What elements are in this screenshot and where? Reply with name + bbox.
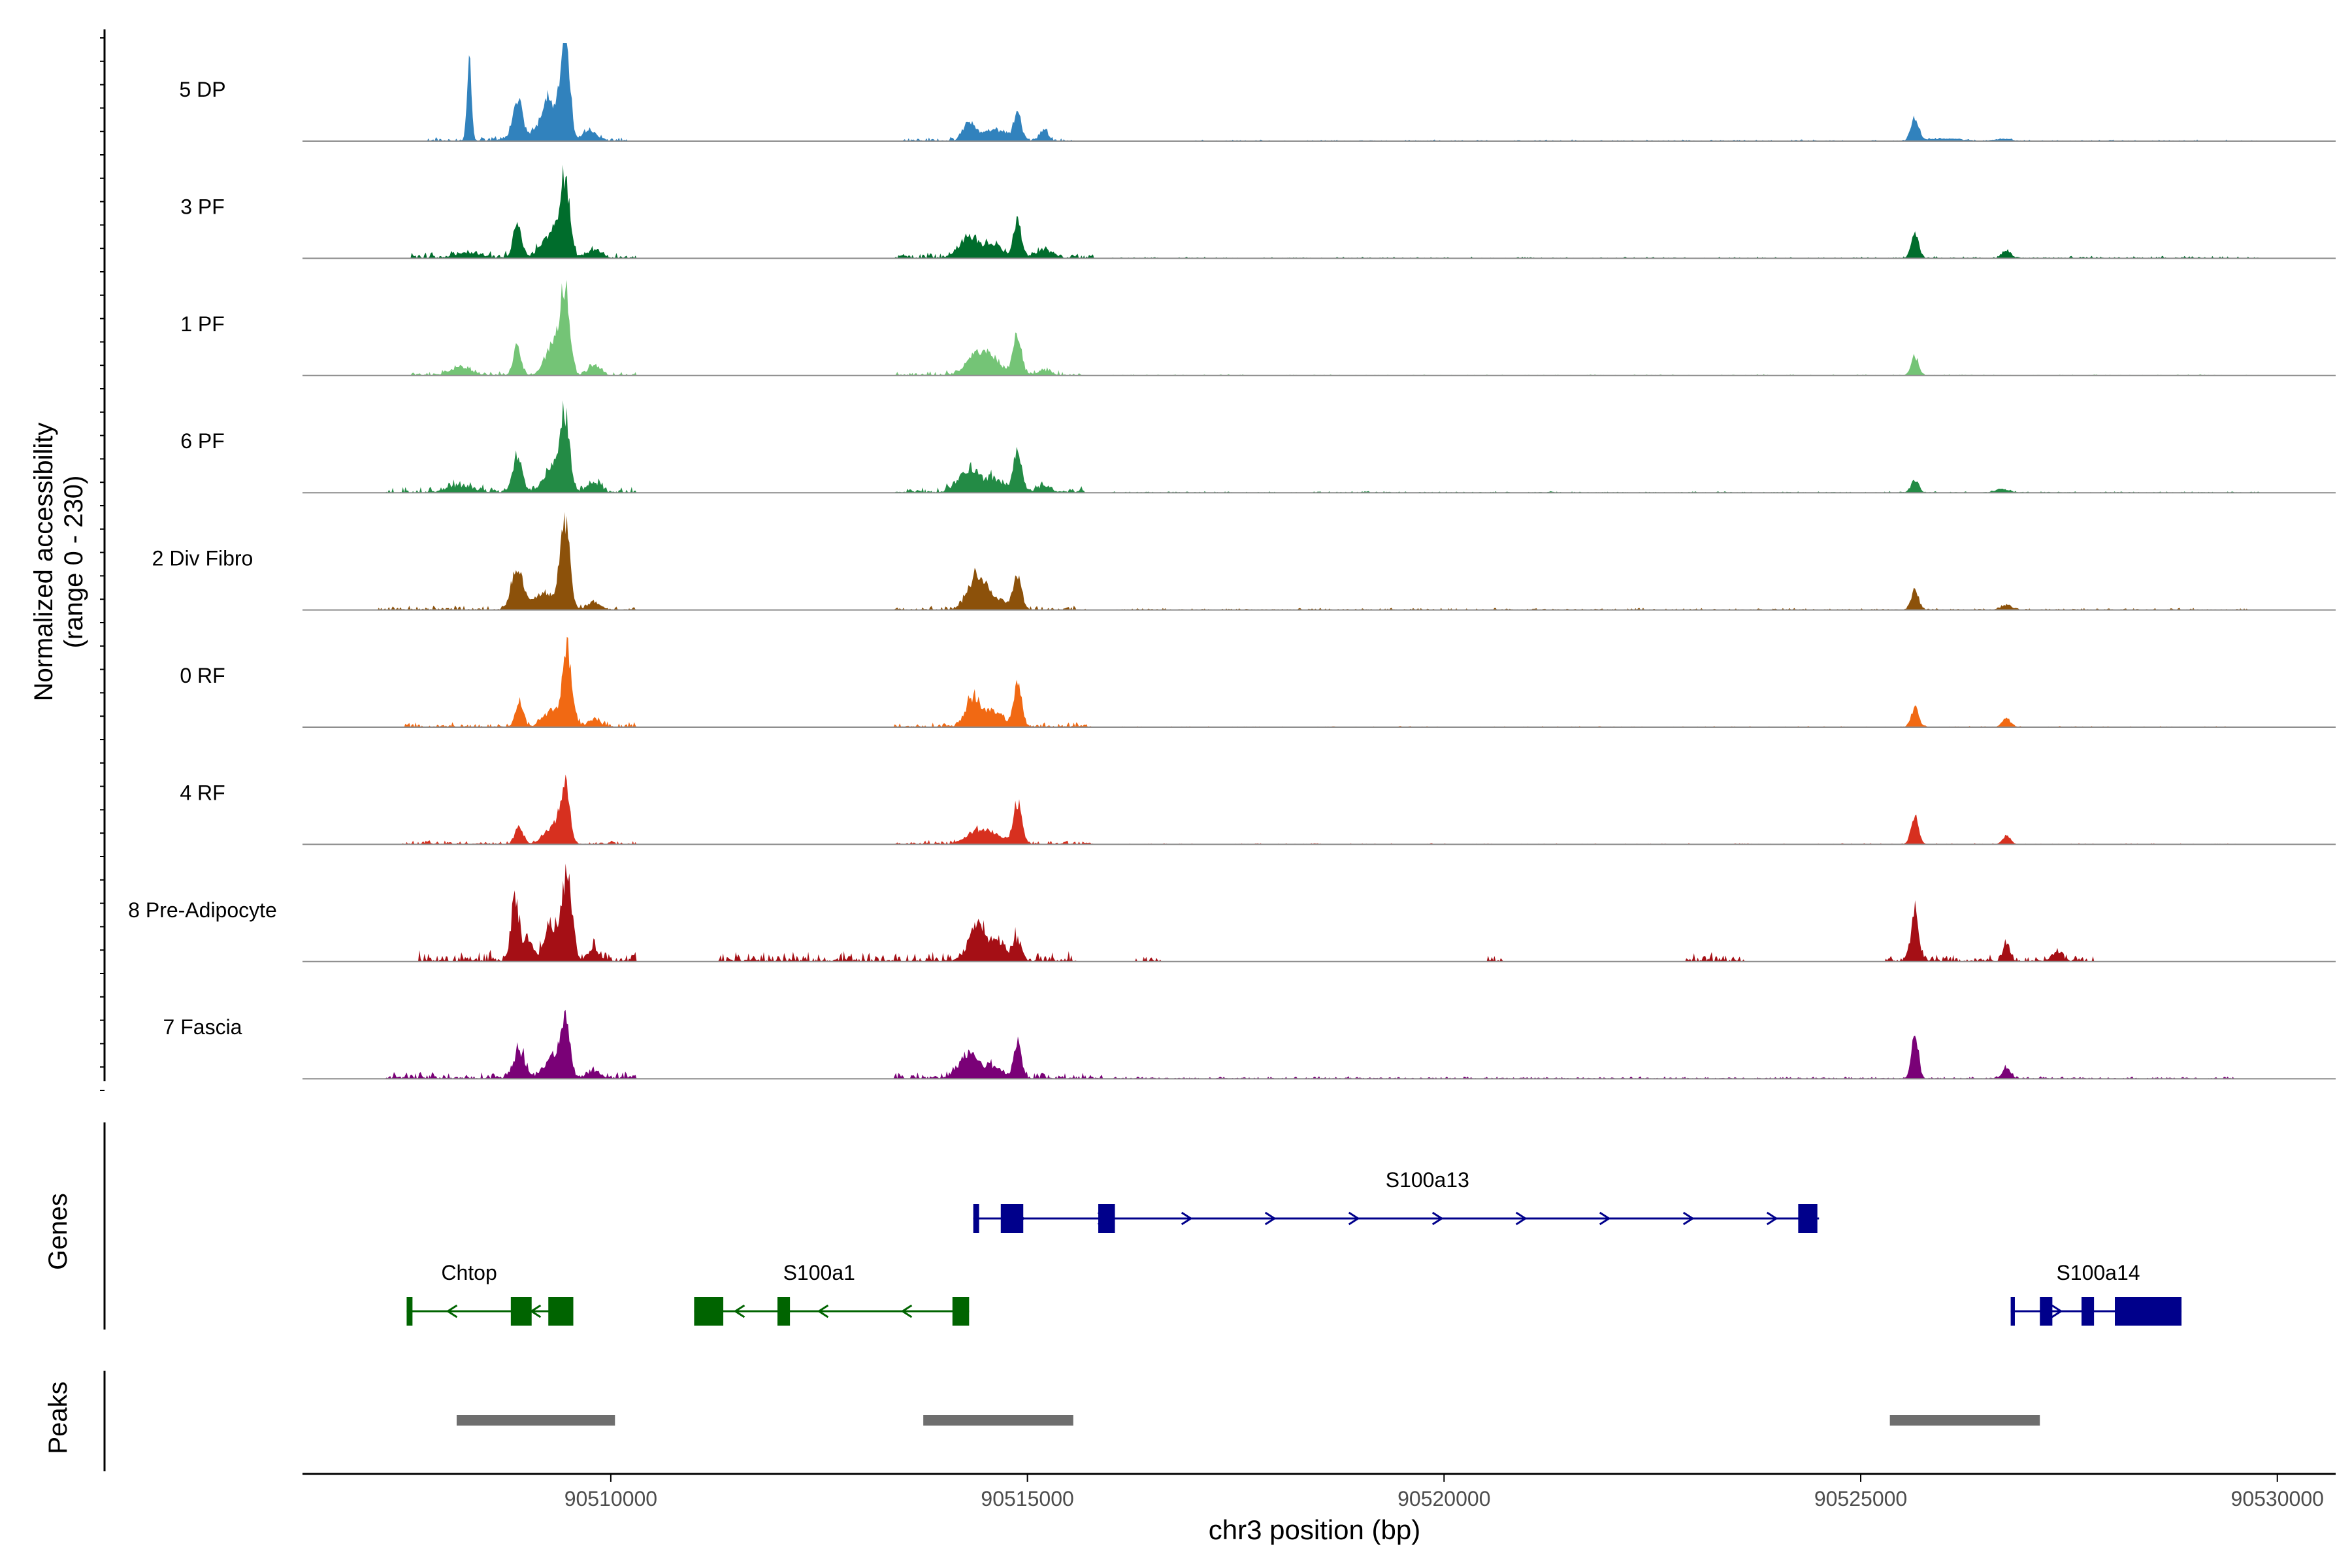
track-label: 1 PF: [180, 312, 225, 336]
gene-model: Chtop: [406, 1261, 574, 1326]
gene-exon: [777, 1297, 791, 1326]
coverage-area: [302, 863, 2336, 962]
strand-arrow: [1599, 1211, 1611, 1226]
strand-arrow: [1431, 1211, 1444, 1226]
coverage-area: [302, 512, 2336, 610]
coverage-track: 8 Pre-Adipocyte: [128, 863, 2336, 962]
gene-exon: [1098, 1204, 1115, 1233]
coverage-track: 1 PF: [180, 280, 2336, 376]
genes-label: Genes: [44, 1193, 73, 1270]
coverage-track: 5 DP: [179, 43, 2336, 142]
x-tick-label: 90520000: [1397, 1487, 1490, 1511]
gene-exon: [2115, 1297, 2182, 1326]
strand-arrow: [1766, 1211, 1778, 1226]
track-label: 6 PF: [180, 429, 225, 453]
gene-exon: [2082, 1297, 2095, 1326]
coverage-area: [302, 636, 2336, 727]
axes: 90510000 90515000 90520000 90525000 90530000: [100, 29, 2336, 1511]
strand-arrow: [1682, 1211, 1695, 1226]
track-label: 2 Div Fibro: [152, 547, 253, 570]
gene-exon: [510, 1297, 532, 1326]
gene-exon: [694, 1297, 724, 1326]
gene-model: S100a14: [2010, 1261, 2182, 1326]
coverage-track: 3 PF: [180, 165, 2336, 259]
gene-model: S100a1: [694, 1261, 970, 1326]
track-label: 8 Pre-Adipocyte: [128, 898, 277, 922]
gene-exon: [2040, 1297, 2053, 1326]
coverage-track: 7 Fascia: [163, 1009, 2336, 1080]
strand-arrow: [733, 1304, 745, 1318]
strand-arrow: [1181, 1211, 1193, 1226]
gene-label: S100a1: [783, 1261, 855, 1284]
y-axis-label-line1: Normalized accessibility: [29, 423, 58, 702]
peak-region: [923, 1415, 1073, 1426]
gene-exon: [973, 1204, 979, 1233]
coverage-tracks: 5 DP 3 PF 1 PF 6 PF 2 Div Fibro 0 RF 4 RF 8 Pre…: [128, 43, 2336, 1080]
x-tick-label: 90530000: [2231, 1487, 2324, 1511]
strand-arrow: [446, 1304, 458, 1318]
strand-arrow: [1264, 1211, 1277, 1226]
coverage-track: 4 RF: [180, 774, 2336, 845]
gene-exon: [2010, 1297, 2015, 1326]
y-axis-label-line2: (range 0 - 230): [59, 476, 88, 649]
coverage-track: 6 PF: [180, 400, 2336, 494]
coverage-area: [302, 165, 2336, 259]
peak-region: [456, 1415, 615, 1426]
coverage-area: [302, 280, 2336, 376]
x-tick-label: 90515000: [981, 1487, 1073, 1511]
strand-arrow: [817, 1304, 829, 1318]
coverage-area: [302, 400, 2336, 493]
gene-label: Chtop: [441, 1261, 497, 1284]
strand-arrow: [900, 1304, 913, 1318]
track-label: 0 RF: [180, 664, 225, 687]
track-label: 5 DP: [179, 78, 225, 101]
x-tick-label: 90510000: [564, 1487, 657, 1511]
coverage-area: [302, 43, 2336, 141]
gene-exon: [548, 1297, 574, 1326]
coverage-track: 0 RF: [180, 636, 2336, 728]
peak-region: [1889, 1415, 2040, 1426]
peaks-label: Peaks: [44, 1381, 73, 1454]
gene-label: S100a13: [1386, 1168, 1469, 1192]
gene-exon: [1000, 1204, 1024, 1233]
coverage-track: 2 Div Fibro: [152, 512, 2336, 611]
strand-arrow: [1515, 1211, 1527, 1226]
strand-arrow: [2051, 1304, 2063, 1318]
gene-annotation-track: S100a13 Chtop S100a1 S100a14: [406, 1168, 2182, 1326]
coverage-area: [302, 1009, 2336, 1079]
x-tick-label: 90525000: [1814, 1487, 1907, 1511]
track-label: 4 RF: [180, 781, 225, 804]
x-axis-label: chr3 position (bp): [1209, 1514, 1421, 1545]
gene-exon: [952, 1297, 970, 1326]
gene-exon: [1798, 1204, 1818, 1233]
coverage-area: [302, 774, 2336, 845]
gene-exon: [406, 1297, 413, 1326]
gene-label: S100a14: [2056, 1261, 2140, 1284]
track-label: 3 PF: [180, 195, 225, 218]
peak-regions-track: [456, 1415, 2040, 1426]
track-label: 7 Fascia: [163, 1015, 242, 1039]
gene-model: S100a13: [973, 1168, 1820, 1233]
strand-arrow: [1348, 1211, 1360, 1226]
